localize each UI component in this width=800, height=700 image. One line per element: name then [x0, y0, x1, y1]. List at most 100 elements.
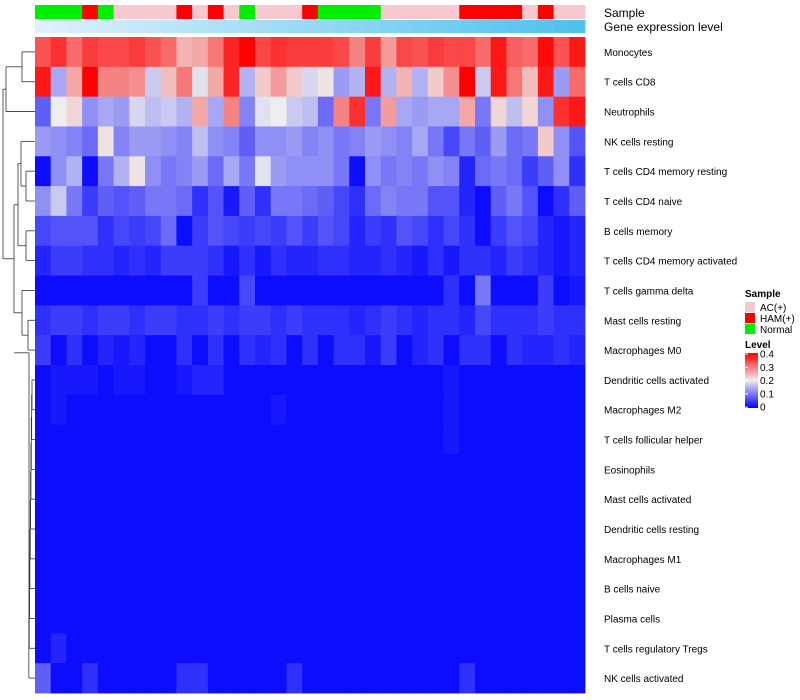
heatmap-cell: [412, 514, 429, 545]
heatmap-cell: [192, 215, 209, 247]
heatmap-cell: [522, 305, 539, 336]
heatmap-cell: [255, 275, 272, 306]
heatmap-cell: [317, 275, 334, 306]
heatmap-cell: [365, 573, 382, 604]
heatmap-cell: [160, 156, 177, 187]
heatmap-cell: [553, 514, 570, 545]
heatmap-cell: [522, 543, 539, 575]
row-label: B cells naive: [604, 585, 661, 596]
heatmap-cell: [396, 126, 413, 157]
heatmap-cell: [223, 454, 240, 485]
row-label: Mast cells resting: [604, 316, 681, 327]
heatmap-cell: [475, 543, 492, 575]
heatmap-cell: [333, 394, 350, 426]
heatmap-cell: [537, 126, 554, 157]
heatmap-cell: [490, 156, 507, 187]
heatmap-cell: [333, 126, 350, 157]
heatmap-cell: [396, 543, 413, 575]
sample-annotation-cell: [569, 5, 586, 19]
heatmap-cell: [239, 186, 256, 217]
heatmap-cell: [223, 126, 240, 157]
heatmap-cell: [160, 96, 177, 127]
heatmap-cell: [396, 215, 413, 247]
heatmap-cell: [302, 215, 319, 247]
heatmap-cell: [97, 663, 114, 694]
legend-tick-label: 0.1: [760, 389, 774, 400]
heatmap-cell: [302, 96, 319, 127]
heatmap-cell: [113, 156, 130, 187]
row-label: NK cells activated: [604, 674, 683, 685]
heatmap-cell: [459, 365, 476, 396]
heatmap-cell: [223, 66, 240, 98]
heatmap-cell: [129, 454, 146, 485]
heatmap-cell: [270, 37, 287, 68]
heatmap-cell: [145, 66, 162, 98]
heatmap-cell: [569, 305, 586, 336]
heatmap-cell: [82, 484, 99, 515]
heatmap-cell: [50, 37, 67, 68]
heatmap-cell: [192, 126, 209, 157]
heatmap-cell: [459, 543, 476, 575]
heatmap-cell: [569, 394, 586, 426]
heatmap-cell: [317, 454, 334, 485]
gene-expression-annotation-cell: [522, 20, 539, 33]
heatmap-cell: [427, 633, 444, 664]
heatmap-cell: [569, 245, 586, 276]
heatmap-cell: [286, 335, 303, 366]
heatmap-cell: [537, 514, 554, 545]
heatmap-cell: [537, 424, 554, 455]
heatmap-cell: [522, 454, 539, 485]
heatmap-cell: [239, 305, 256, 336]
heatmap-cell: [333, 514, 350, 545]
heatmap-cell: [223, 543, 240, 575]
heatmap-cell: [66, 156, 83, 187]
heatmap-cell: [569, 365, 586, 396]
heatmap-cell: [286, 66, 303, 98]
heatmap-cell: [176, 96, 193, 127]
heatmap-cell: [459, 305, 476, 336]
gene-expression-annotation-cell: [569, 20, 586, 33]
heatmap-cell: [349, 186, 366, 217]
heatmap-cell: [66, 275, 83, 306]
gene-expression-annotation-cell: [365, 20, 382, 33]
heatmap-cell: [506, 37, 523, 68]
gene-expression-annotation-cell: [459, 20, 476, 33]
heatmap-cell: [129, 126, 146, 157]
heatmap-cell: [113, 275, 130, 306]
heatmap-cell: [427, 394, 444, 426]
heatmap-cell: [396, 663, 413, 694]
heatmap-cell: [50, 335, 67, 366]
heatmap-cell: [302, 484, 319, 515]
heatmap-cell: [113, 424, 130, 455]
heatmap-cell: [113, 454, 130, 485]
heatmap-cell: [349, 573, 366, 604]
heatmap-cell: [427, 335, 444, 366]
heatmap-cell: [223, 663, 240, 694]
heatmap-cell: [129, 484, 146, 515]
heatmap-cell: [443, 633, 460, 664]
gene-expression-annotation-cell: [270, 20, 287, 33]
heatmap-cell: [380, 126, 397, 157]
heatmap-cell: [522, 514, 539, 545]
heatmap-cell: [286, 573, 303, 604]
heatmap-cell: [113, 66, 130, 98]
heatmap-cell: [82, 37, 99, 68]
heatmap-cell: [35, 484, 52, 515]
heatmap-cell: [349, 514, 366, 545]
heatmap-cell: [475, 484, 492, 515]
heatmap-cell: [207, 394, 224, 426]
heatmap-cell: [239, 543, 256, 575]
heatmap-cell: [270, 603, 287, 634]
heatmap-cell: [66, 454, 83, 485]
heatmap-cell: [553, 245, 570, 276]
heatmap-cell: [66, 245, 83, 276]
heatmap-cell: [365, 305, 382, 336]
heatmap-cell: [569, 663, 586, 694]
heatmap-cell: [270, 245, 287, 276]
heatmap-cell: [412, 454, 429, 485]
heatmap-cell: [569, 156, 586, 187]
heatmap-cell: [50, 96, 67, 127]
heatmap-cell: [475, 66, 492, 98]
heatmap-cell: [412, 484, 429, 515]
heatmap-cell: [113, 186, 130, 217]
